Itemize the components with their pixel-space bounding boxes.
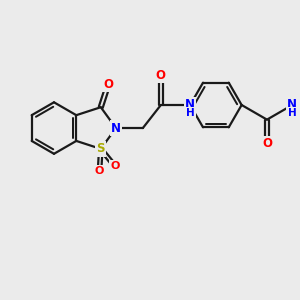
Text: O: O (103, 78, 113, 91)
Text: N: N (287, 98, 297, 112)
Text: O: O (95, 167, 104, 176)
Text: O: O (156, 69, 166, 82)
Text: N: N (111, 122, 121, 135)
Text: H: H (186, 108, 194, 118)
Text: O: O (110, 161, 120, 171)
Text: N: N (185, 98, 195, 112)
Text: H: H (288, 108, 297, 118)
Text: O: O (262, 137, 272, 150)
Text: S: S (97, 142, 105, 155)
